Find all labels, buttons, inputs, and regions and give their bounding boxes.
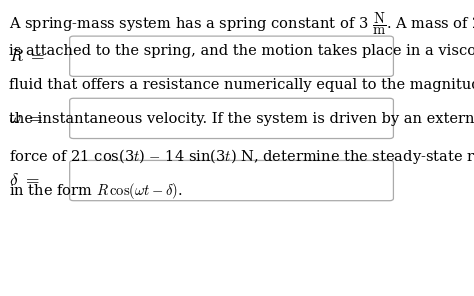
Text: is attached to the spring, and the motion takes place in a viscous: is attached to the spring, and the motio… xyxy=(9,44,474,58)
Text: $\omega$ $=$: $\omega$ $=$ xyxy=(9,110,42,127)
Text: $R$ $=$: $R$ $=$ xyxy=(9,48,45,65)
Text: fluid that offers a resistance numerically equal to the magnitude of: fluid that offers a resistance numerical… xyxy=(9,78,474,92)
Text: $\delta$ $=$: $\delta$ $=$ xyxy=(9,172,39,189)
Text: force of 21 cos(3$t$) $-$ 14 sin(3$t$) N, determine the steady-state response: force of 21 cos(3$t$) $-$ 14 sin(3$t$) N… xyxy=(9,147,474,165)
Text: A spring-mass system has a spring constant of 3 $\dfrac{\mathrm{N}}{\mathrm{m}}$: A spring-mass system has a spring consta… xyxy=(9,10,474,37)
Text: the instantaneous velocity. If the system is driven by an external: the instantaneous velocity. If the syste… xyxy=(9,112,474,126)
FancyBboxPatch shape xyxy=(70,36,393,76)
FancyBboxPatch shape xyxy=(70,98,393,139)
FancyBboxPatch shape xyxy=(70,160,393,201)
Text: in the form $R\,\mathrm{cos}(\omega t - \delta)$.: in the form $R\,\mathrm{cos}(\omega t - … xyxy=(9,181,182,201)
